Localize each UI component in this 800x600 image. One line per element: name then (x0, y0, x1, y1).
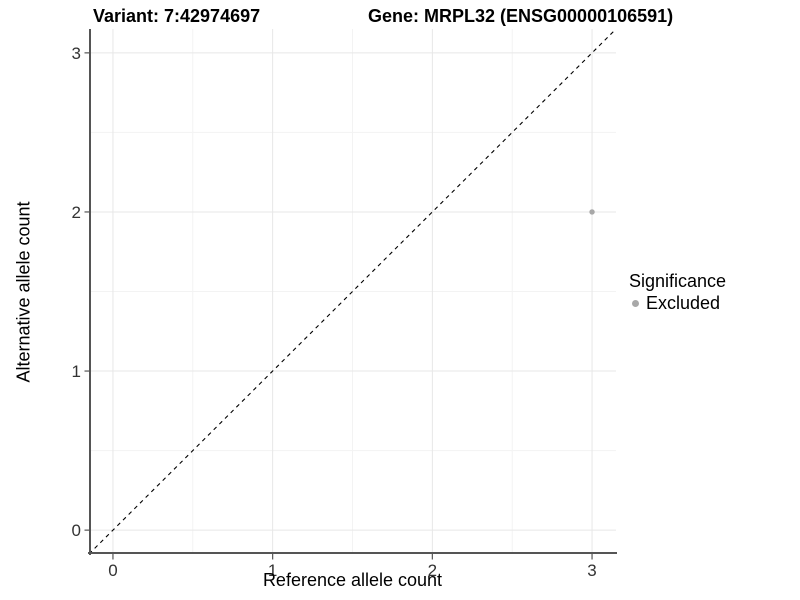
y-axis-tick-label: 0 (72, 521, 81, 540)
y-axis-title: Alternative allele count (13, 201, 34, 383)
data-point (589, 209, 595, 215)
legend-item-excluded: Excluded (629, 292, 726, 314)
legend-title: Significance (629, 271, 727, 291)
x-axis-tick-label: 3 (587, 561, 596, 580)
x-axis-tick-label: 2 (428, 561, 437, 580)
y-axis-tick-label: 2 (72, 203, 81, 222)
x-axis-tick-label: 1 (268, 561, 277, 580)
y-axis-tick-label: 1 (72, 362, 81, 381)
legend-point-icon (632, 299, 639, 307)
x-axis-title: Reference allele count (262, 570, 443, 590)
x-axis-tick-label: 0 (108, 561, 117, 580)
plot-title-gene: Gene: MRPL32 (ENSG00000106591) (368, 6, 674, 26)
legend-item-label: Excluded (646, 293, 721, 313)
y-axis-tick-label: 3 (72, 44, 81, 63)
plot-title-variant: Variant: 7:42974697 (93, 6, 261, 26)
identity-dashed-line (88, 28, 617, 555)
legend: Significance Excluded (629, 270, 726, 314)
